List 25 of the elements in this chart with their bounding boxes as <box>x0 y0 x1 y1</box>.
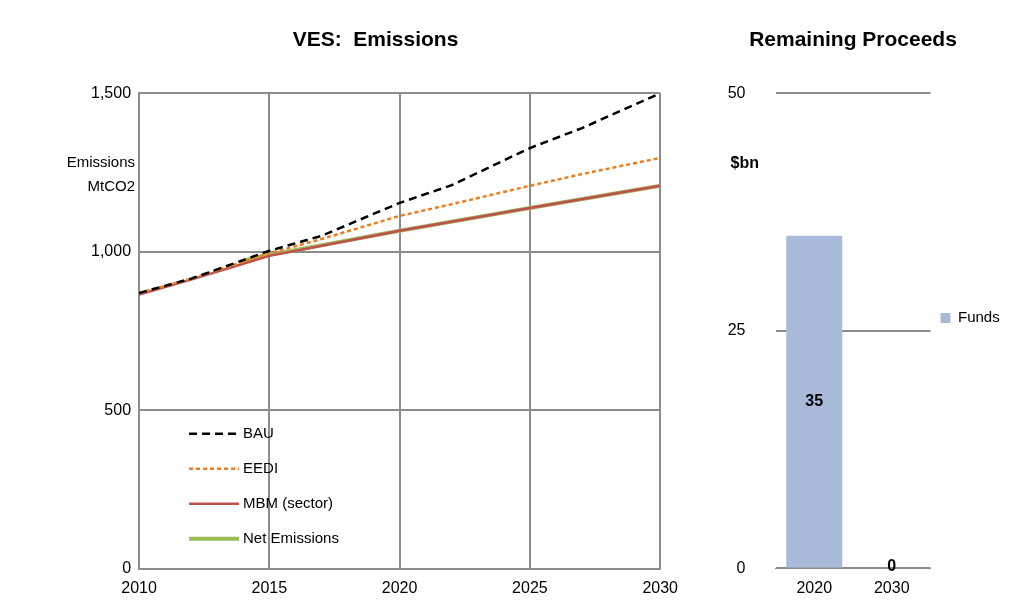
legend-label: EEDI <box>243 458 279 476</box>
chart-title: Remaining Proceeds <box>749 27 957 51</box>
legend-label: Funds <box>958 308 1000 326</box>
x-tick-label: 2025 <box>512 578 548 596</box>
data-label: 35 <box>805 391 824 409</box>
legend-label: MBM (sector) <box>243 493 334 511</box>
x-tick-label: 2030 <box>642 578 679 596</box>
x-tick-label: 2020 <box>381 578 418 596</box>
y-tick-label: 50 <box>727 83 746 101</box>
x-tick-label: 2015 <box>251 578 288 596</box>
y-axis-title: $bn <box>730 153 759 171</box>
x-tick-label: 2020 <box>796 579 833 597</box>
y-tick-label: 0 <box>736 558 746 576</box>
y-axis-title: Emissions MtCO2 <box>66 153 136 195</box>
legend-label: Net Emissions <box>243 528 339 546</box>
y-tick-label: 1,500 <box>90 83 132 101</box>
y-tick-label: 1,000 <box>90 242 132 260</box>
y-tick-label: 500 <box>104 400 132 418</box>
x-tick-label: 2010 <box>121 578 157 596</box>
data-label: 0 <box>887 556 897 574</box>
legend-label: BAU <box>243 423 274 441</box>
y-tick-label: 0 <box>122 559 132 577</box>
x-tick-label: 2030 <box>873 579 910 597</box>
chart-title: VES: Emissions <box>292 27 459 51</box>
y-tick-label: 25 <box>727 321 746 339</box>
